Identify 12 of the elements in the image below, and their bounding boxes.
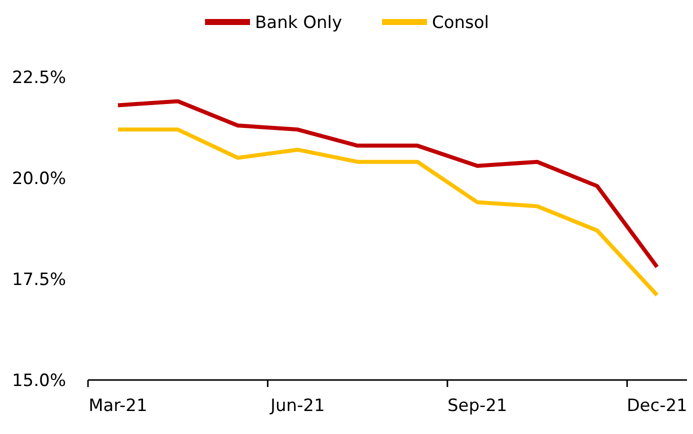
legend-label: Bank Only [255,12,342,33]
x-tick-label: Jun-21 [269,396,325,416]
y-tick-label: 20.0% [12,168,66,189]
x-tick-label: Dec-21 [626,396,688,416]
line-series [116,99,660,269]
x-tick-label: Mar-21 [88,396,148,416]
legend-label: Consol [432,12,490,33]
line-series [116,128,660,298]
y-tick-label: 22.5% [12,68,66,88]
y-tick-label: 15.0% [12,370,66,391]
x-tick-label: Sep-21 [447,396,508,416]
y-tick-label: 17.5% [12,270,66,290]
